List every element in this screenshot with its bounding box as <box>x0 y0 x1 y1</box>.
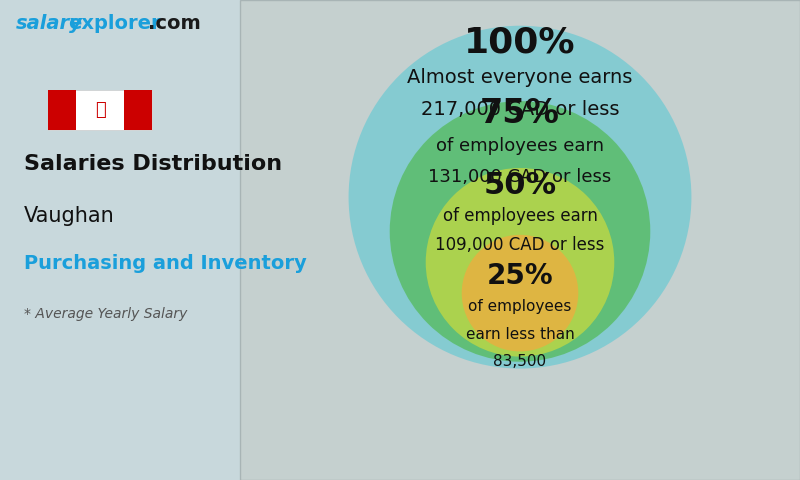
Text: of employees earn: of employees earn <box>442 207 598 225</box>
FancyBboxPatch shape <box>124 90 152 130</box>
Text: explorer: explorer <box>68 14 161 34</box>
Text: 50%: 50% <box>483 171 557 200</box>
Text: Salaries Distribution: Salaries Distribution <box>24 154 282 174</box>
Text: .com: .com <box>148 14 201 34</box>
Text: 75%: 75% <box>480 96 560 130</box>
Text: 🍁: 🍁 <box>94 101 106 119</box>
Text: Vaughan: Vaughan <box>24 206 114 227</box>
Text: earn less than: earn less than <box>466 327 574 342</box>
Text: salary: salary <box>16 14 83 34</box>
Text: of employees earn: of employees earn <box>436 137 604 155</box>
Text: Purchasing and Inventory: Purchasing and Inventory <box>24 254 306 274</box>
Text: Almost everyone earns: Almost everyone earns <box>407 68 633 87</box>
Text: 109,000 CAD or less: 109,000 CAD or less <box>435 236 605 254</box>
Text: 25%: 25% <box>486 262 554 290</box>
Circle shape <box>390 101 650 362</box>
Text: of employees: of employees <box>468 300 572 314</box>
Circle shape <box>426 168 614 357</box>
Text: 131,000 CAD or less: 131,000 CAD or less <box>428 168 612 186</box>
FancyBboxPatch shape <box>48 90 152 130</box>
FancyBboxPatch shape <box>240 0 800 480</box>
Text: * Average Yearly Salary: * Average Yearly Salary <box>24 307 187 321</box>
Circle shape <box>349 26 691 369</box>
Text: 100%: 100% <box>464 26 576 60</box>
Text: 83,500: 83,500 <box>494 354 546 369</box>
Circle shape <box>462 235 578 351</box>
Text: 217,000 CAD or less: 217,000 CAD or less <box>421 100 619 119</box>
FancyBboxPatch shape <box>48 90 76 130</box>
